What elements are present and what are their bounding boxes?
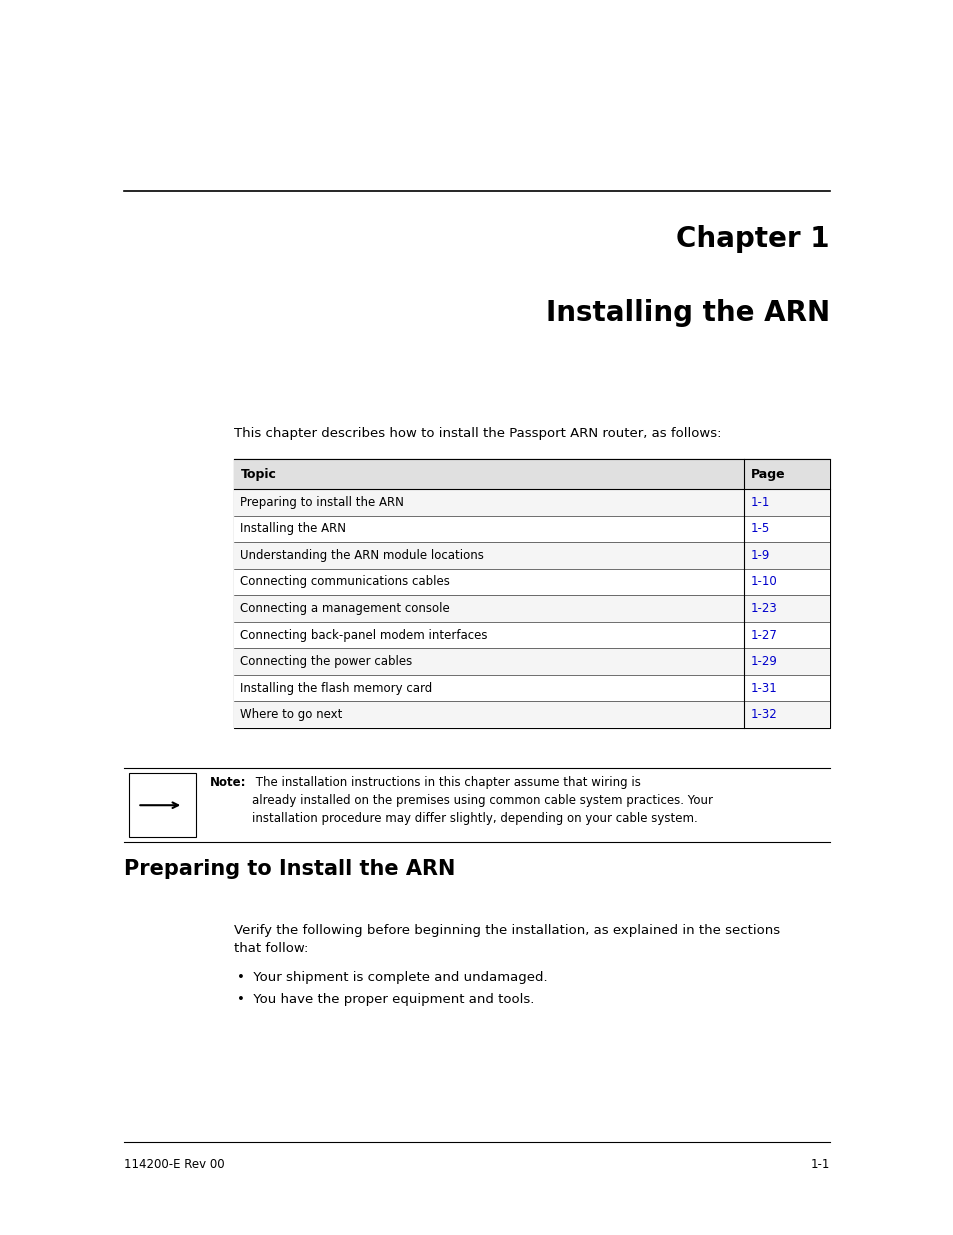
Bar: [233, 489, 829, 516]
Text: 114200-E Rev 00: 114200-E Rev 00: [124, 1158, 224, 1172]
Bar: [233, 595, 829, 622]
Text: 1-10: 1-10: [750, 576, 777, 589]
Bar: [233, 516, 829, 542]
Bar: [233, 701, 829, 729]
Text: Preparing to install the ARN: Preparing to install the ARN: [240, 495, 404, 509]
Text: 1-29: 1-29: [750, 655, 777, 668]
Bar: [233, 568, 829, 595]
Text: Connecting back-panel modem interfaces: Connecting back-panel modem interfaces: [240, 629, 487, 642]
Text: Where to go next: Where to go next: [240, 708, 342, 721]
Bar: [233, 459, 829, 727]
Text: 1-32: 1-32: [750, 708, 777, 721]
Text: Preparing to Install the ARN: Preparing to Install the ARN: [124, 860, 455, 879]
Text: •  Your shipment is complete and undamaged.: • Your shipment is complete and undamage…: [236, 971, 547, 984]
Text: Installing the ARN: Installing the ARN: [545, 299, 829, 327]
Text: Chapter 1: Chapter 1: [676, 225, 829, 253]
Bar: [233, 542, 829, 568]
Text: Page: Page: [750, 468, 784, 480]
Text: Installing the flash memory card: Installing the flash memory card: [240, 682, 433, 695]
Text: Understanding the ARN module locations: Understanding the ARN module locations: [240, 548, 484, 562]
Bar: [233, 459, 829, 489]
Text: This chapter describes how to install the Passport ARN router, as follows:: This chapter describes how to install th…: [233, 426, 720, 440]
Text: Note:: Note:: [210, 776, 246, 789]
Text: Connecting communications cables: Connecting communications cables: [240, 576, 450, 589]
Text: The installation instructions in this chapter assume that wiring is
already inst: The installation instructions in this ch…: [252, 776, 712, 825]
Text: 1-31: 1-31: [750, 682, 777, 695]
Text: Connecting the power cables: Connecting the power cables: [240, 655, 413, 668]
Text: Connecting a management console: Connecting a management console: [240, 601, 450, 615]
Text: 1-9: 1-9: [750, 548, 769, 562]
Text: Verify the following before beginning the installation, as explained in the sect: Verify the following before beginning th…: [233, 924, 779, 955]
Text: 1-1: 1-1: [810, 1158, 829, 1172]
Bar: [233, 622, 829, 648]
Text: 1-1: 1-1: [750, 495, 769, 509]
Bar: [233, 674, 829, 701]
Text: 1-23: 1-23: [750, 601, 777, 615]
Text: Installing the ARN: Installing the ARN: [240, 522, 346, 536]
Bar: [233, 648, 829, 674]
Text: •  You have the proper equipment and tools.: • You have the proper equipment and tool…: [236, 993, 534, 1007]
Bar: [129, 773, 195, 837]
Text: 1-27: 1-27: [750, 629, 777, 642]
Text: 1-5: 1-5: [750, 522, 769, 536]
Text: Topic: Topic: [240, 468, 276, 480]
